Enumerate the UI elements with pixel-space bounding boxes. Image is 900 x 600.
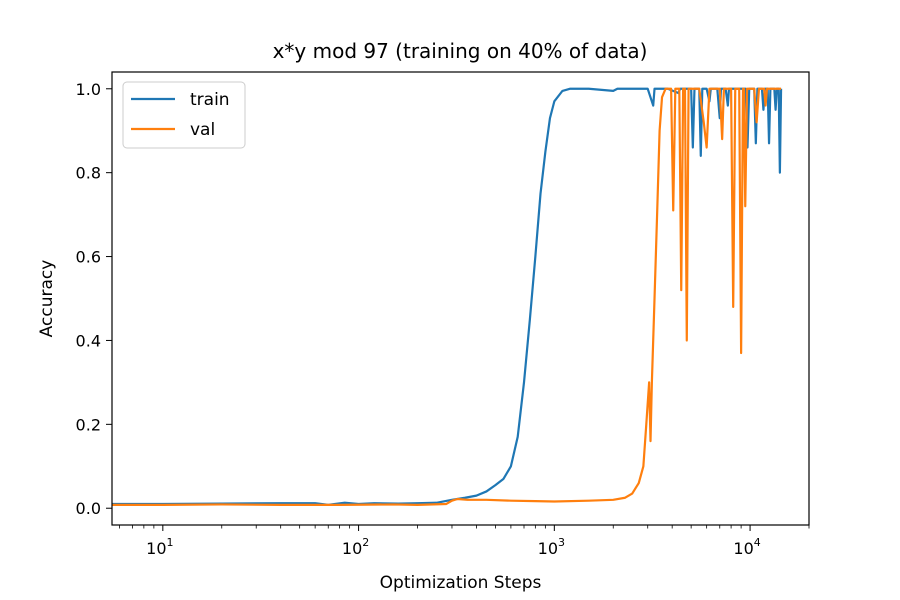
y-tick-label: 0.0	[76, 499, 101, 518]
x-tick-label: 103	[538, 536, 565, 558]
series-group	[112, 87, 783, 506]
y-tick-label: 0.2	[76, 415, 101, 434]
x-axis-title: Optimization Steps	[380, 573, 542, 593]
plot-frame	[111, 71, 810, 526]
y-tick-label: 0.4	[76, 331, 101, 350]
legend: train val	[122, 81, 246, 149]
x-tick-label: 101	[146, 536, 173, 558]
y-axis: 0.0 0.2 0.4 0.6 0.8 1.0	[76, 80, 112, 518]
y-tick-label: 1.0	[76, 80, 101, 99]
series-line-val	[112, 87, 782, 506]
legend-label-val: val	[190, 120, 215, 140]
chart-title: x*y mod 97 (training on 40% of data)	[273, 39, 648, 63]
legend-label-train: train	[190, 90, 230, 110]
y-tick-label: 0.6	[76, 248, 101, 267]
x-axis: 101 102 103 104	[118, 525, 810, 558]
y-tick-label: 0.8	[76, 164, 101, 183]
y-axis-title: Accuracy	[37, 260, 57, 338]
plot-area	[111, 71, 810, 526]
x-tick-label: 102	[342, 536, 369, 558]
x-tick-label: 104	[733, 536, 760, 558]
